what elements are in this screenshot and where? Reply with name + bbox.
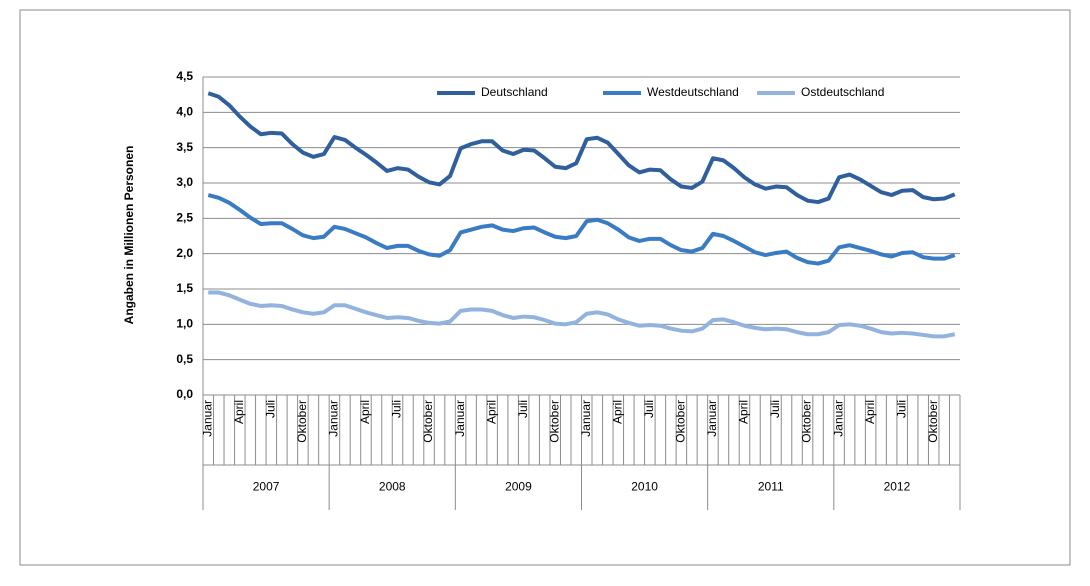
series-line xyxy=(207,193,956,266)
x-tick-label: Juli xyxy=(642,400,656,418)
x-tick-label: Juli xyxy=(768,400,782,418)
x-tick-label: Oktober xyxy=(295,400,309,443)
x-tick-label: Januar xyxy=(705,400,719,437)
x-tick-label: Januar xyxy=(831,400,845,437)
y-tick-label: 0,0 xyxy=(176,387,193,401)
year-label: 2010 xyxy=(631,480,658,494)
legend-label: Westdeutschland xyxy=(647,85,739,99)
year-label: 2009 xyxy=(505,480,532,494)
x-tick-label: Oktober xyxy=(547,400,561,443)
y-tick-label: 3,5 xyxy=(176,140,193,154)
year-label: 2007 xyxy=(253,480,280,494)
x-tick-label: Juli xyxy=(894,400,908,418)
x-tick-label: Oktober xyxy=(674,400,688,443)
x-tick-label: Juli xyxy=(264,400,278,418)
legend-label: Deutschland xyxy=(481,85,548,99)
y-tick-label: 0,5 xyxy=(176,352,193,366)
year-label: 2008 xyxy=(379,480,406,494)
y-tick-label: 4,0 xyxy=(176,105,193,119)
y-axis-label: Angaben in Millionen Personen xyxy=(122,146,136,325)
series-line xyxy=(208,290,956,339)
x-tick-label: Oktober xyxy=(800,400,814,443)
x-tick-label: Januar xyxy=(327,400,341,437)
y-tick-label: 3,0 xyxy=(176,175,193,189)
y-tick-label: 1,5 xyxy=(176,281,193,295)
y-tick-label: 2,0 xyxy=(176,246,193,260)
x-tick-label: Oktober xyxy=(926,400,940,443)
y-tick-label: 1,0 xyxy=(176,317,193,331)
x-tick-label: April xyxy=(358,400,372,424)
y-tick-label: 2,5 xyxy=(176,211,193,225)
frame xyxy=(19,9,1071,566)
x-tick-label: April xyxy=(232,400,246,424)
x-tick-label: Juli xyxy=(516,400,530,418)
year-label: 2011 xyxy=(758,480,784,494)
x-tick-label: Oktober xyxy=(421,400,435,443)
series-line xyxy=(207,91,956,205)
x-tick-label: April xyxy=(610,400,624,424)
year-label: 2012 xyxy=(884,480,911,494)
y-tick-label: 4,5 xyxy=(176,69,193,83)
x-tick-label: Juli xyxy=(390,400,404,418)
x-tick-label: Januar xyxy=(579,400,593,437)
x-tick-label: April xyxy=(484,400,498,424)
x-tick-label: Januar xyxy=(200,400,214,437)
legend-label: Ostdeutschland xyxy=(801,85,884,99)
x-tick-label: Januar xyxy=(453,400,467,437)
x-tick-label: April xyxy=(737,400,751,424)
x-tick-label: April xyxy=(863,400,877,424)
